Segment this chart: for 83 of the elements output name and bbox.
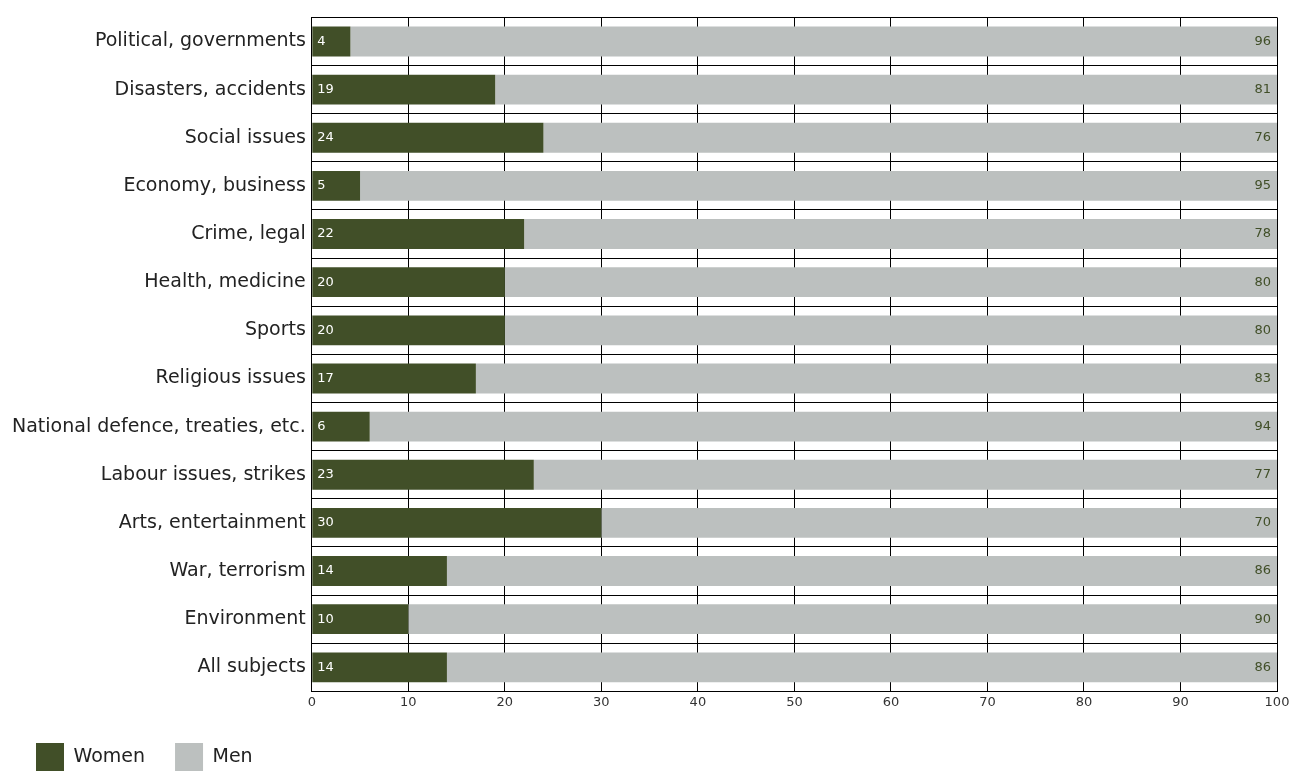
y-tick-label: Health, medicine — [144, 269, 306, 292]
y-tick-label: Disasters, accidents — [114, 76, 306, 99]
data-label: 24 — [317, 129, 334, 145]
bar — [360, 170, 1277, 201]
bar — [312, 459, 534, 490]
bar — [312, 170, 361, 201]
bar — [408, 604, 1277, 635]
y-tick-label: Labour issues, strikes — [100, 461, 306, 484]
y-tick-label: Religious issues — [155, 365, 306, 388]
data-label: 95 — [1254, 177, 1271, 193]
data-label: 30 — [317, 514, 334, 530]
bar — [350, 26, 1277, 57]
bar — [524, 219, 1277, 249]
data-label: 14 — [317, 562, 334, 578]
data-label: 81 — [1254, 80, 1271, 96]
data-label: 10 — [317, 610, 334, 626]
data-label: 17 — [317, 369, 334, 385]
bar — [312, 604, 409, 635]
bar — [312, 315, 505, 346]
data-label: 86 — [1254, 658, 1271, 674]
y-tick-label: Sports — [244, 317, 306, 340]
bar — [446, 556, 1277, 586]
data-label: 80 — [1254, 321, 1271, 337]
y-tick-label: Social issues — [184, 124, 306, 147]
data-label: 76 — [1254, 129, 1271, 145]
bar — [601, 507, 1277, 538]
data-label: 5 — [317, 177, 326, 193]
bar — [312, 556, 447, 586]
x-tick-label: 0 — [307, 693, 316, 709]
bar — [312, 122, 544, 153]
y-tick-label: Political, governments — [94, 28, 306, 51]
data-label: 94 — [1254, 417, 1271, 433]
y-tick-label: All subjects — [197, 654, 306, 677]
bar — [504, 267, 1277, 298]
x-tick-label: 70 — [979, 693, 996, 709]
x-tick-label: 10 — [400, 693, 417, 709]
data-label: 80 — [1254, 273, 1271, 289]
y-tick-label: Economy, business — [123, 172, 306, 195]
bar — [312, 652, 447, 683]
y-tick-label: Environment — [184, 606, 306, 629]
y-tick-label: Arts, entertainment — [118, 509, 306, 532]
x-tick-label: 30 — [593, 693, 610, 709]
legend-label: Men — [212, 743, 253, 766]
x-tick-label: 90 — [1172, 693, 1189, 709]
data-label: 6 — [317, 417, 326, 433]
data-label: 70 — [1254, 514, 1271, 530]
bar — [312, 219, 525, 249]
data-label: 20 — [317, 273, 334, 289]
data-label: 23 — [317, 466, 334, 482]
data-label: 19 — [317, 80, 334, 96]
bar — [475, 363, 1277, 394]
x-tick-label: 50 — [786, 693, 803, 709]
bar — [446, 652, 1277, 683]
data-label: 78 — [1254, 225, 1271, 241]
y-tick-label: National defence, treaties, etc. — [12, 413, 306, 436]
bar — [312, 507, 602, 538]
data-label: 20 — [317, 321, 334, 337]
bar — [312, 411, 370, 442]
bar — [543, 122, 1277, 153]
bar — [312, 363, 476, 394]
data-label: 86 — [1254, 562, 1271, 578]
bar — [533, 459, 1277, 490]
bar — [495, 74, 1277, 105]
data-label: 83 — [1254, 369, 1271, 385]
data-label: 22 — [317, 225, 334, 241]
y-tick-label: Crime, legal — [191, 220, 306, 243]
x-tick-label: 100 — [1264, 693, 1290, 709]
data-label: 77 — [1254, 466, 1271, 482]
x-tick-label: 20 — [496, 693, 514, 709]
y-tick-label: War, terrorism — [169, 557, 306, 580]
bar — [504, 315, 1277, 346]
bar — [312, 26, 351, 57]
bar — [312, 267, 505, 298]
data-label: 4 — [317, 32, 326, 48]
bar — [369, 411, 1277, 442]
x-tick-label: 80 — [1075, 693, 1093, 709]
legend-label: Women — [73, 743, 146, 766]
bar — [312, 74, 496, 105]
x-tick-label: 40 — [689, 693, 707, 709]
data-label: 96 — [1254, 32, 1271, 48]
x-tick-label: 60 — [882, 693, 900, 709]
data-label: 90 — [1254, 610, 1271, 626]
data-label: 14 — [317, 658, 334, 674]
